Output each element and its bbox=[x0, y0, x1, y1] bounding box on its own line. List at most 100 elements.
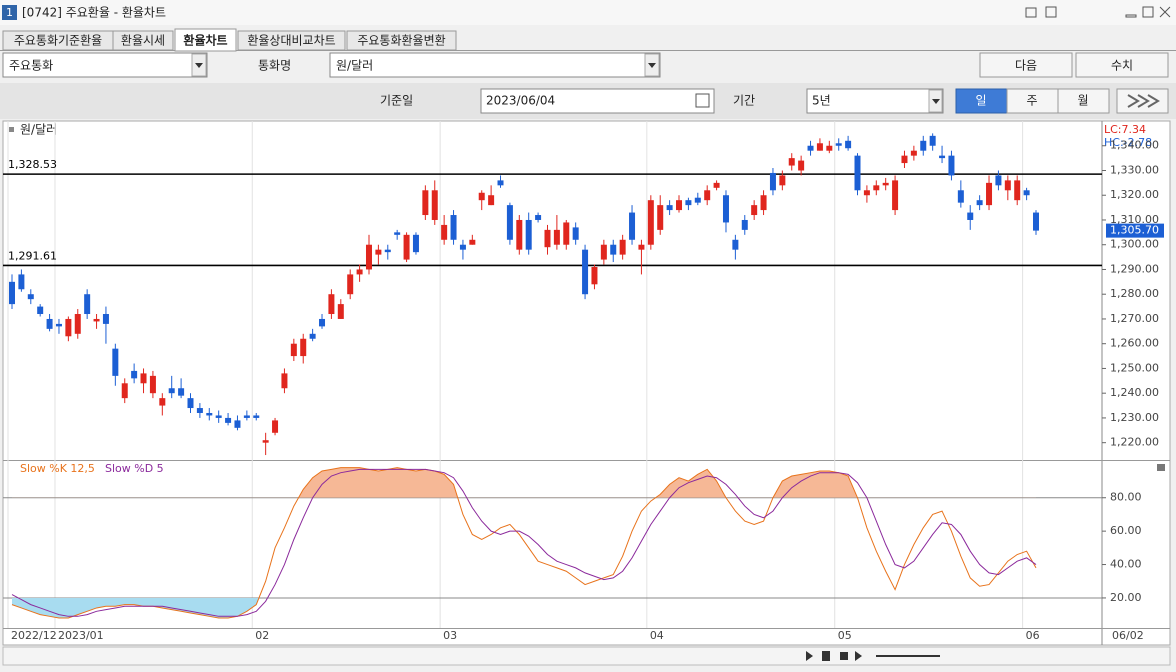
tab[interactable] bbox=[237, 30, 346, 51]
candle-body bbox=[215, 415, 222, 418]
btn-close[interactable] bbox=[1159, 6, 1171, 18]
candle-body bbox=[1023, 190, 1030, 196]
candle-body bbox=[27, 294, 34, 300]
zoom-slider[interactable] bbox=[876, 655, 940, 657]
btn-max[interactable] bbox=[1142, 6, 1154, 18]
candle-body bbox=[65, 318, 72, 337]
scroll-stop[interactable] bbox=[840, 652, 848, 660]
candle-body bbox=[892, 180, 899, 211]
week-label: 주 bbox=[1026, 94, 1037, 108]
oversold-fill bbox=[12, 597, 1036, 618]
candle-body bbox=[779, 175, 786, 186]
currency-select[interactable] bbox=[329, 52, 661, 78]
candle-body bbox=[121, 383, 128, 399]
candle-body bbox=[732, 239, 739, 250]
candle-body bbox=[412, 234, 419, 253]
scroll-last[interactable] bbox=[855, 651, 862, 661]
tab-label: 주요통화기준환율 bbox=[14, 34, 102, 48]
reference-label: 1,291.61 bbox=[8, 249, 57, 262]
tab[interactable] bbox=[112, 30, 174, 51]
candle-body bbox=[253, 415, 260, 418]
values-label: 수치 bbox=[1111, 59, 1133, 73]
y-tick-label: 1,240.00 bbox=[1110, 386, 1159, 399]
week-button[interactable] bbox=[1006, 88, 1059, 114]
candle-body bbox=[835, 143, 842, 146]
panel-icon[interactable] bbox=[1157, 464, 1165, 471]
candle-body bbox=[243, 415, 250, 418]
scroll-buttons[interactable] bbox=[806, 651, 940, 661]
month-button[interactable] bbox=[1057, 88, 1110, 114]
tab[interactable] bbox=[174, 28, 237, 52]
candle-body bbox=[995, 175, 1002, 186]
next-label: 다음 bbox=[1015, 59, 1037, 73]
candle-body bbox=[788, 158, 795, 166]
arrow-icon bbox=[195, 63, 203, 68]
candle-body bbox=[478, 192, 485, 201]
calendar-icon[interactable] bbox=[695, 93, 710, 108]
candle-body bbox=[957, 190, 964, 203]
next-button[interactable] bbox=[979, 52, 1073, 78]
scrollbar[interactable] bbox=[2, 646, 1171, 666]
candle-body bbox=[553, 229, 560, 245]
candle-body bbox=[920, 140, 927, 151]
btn-a[interactable] bbox=[1025, 7, 1037, 18]
candle-body bbox=[365, 244, 372, 270]
candle-body bbox=[347, 274, 354, 295]
x-tick-label: 03 bbox=[443, 629, 457, 642]
y-tick-label: 1,340.00 bbox=[1110, 139, 1159, 152]
candle-body bbox=[431, 190, 438, 220]
tab-label: 환율차트 bbox=[183, 33, 227, 48]
tab[interactable] bbox=[346, 30, 457, 51]
current-price-box bbox=[1106, 223, 1164, 238]
candle-body bbox=[629, 212, 636, 240]
y-tick-label: 20.00 bbox=[1110, 591, 1142, 604]
candle-body bbox=[910, 150, 917, 156]
currency-value: 원/달러 bbox=[336, 59, 373, 73]
candle-body bbox=[225, 417, 232, 423]
values-button[interactable] bbox=[1075, 52, 1169, 78]
candle-body bbox=[873, 185, 880, 191]
candle-body bbox=[375, 249, 382, 255]
candle-body bbox=[666, 205, 673, 211]
scroll-right[interactable] bbox=[806, 651, 813, 661]
candle-body bbox=[901, 155, 908, 164]
title-bar bbox=[0, 0, 1176, 25]
forward-button[interactable] bbox=[1116, 88, 1169, 114]
legend-entry: Slow %D 5 bbox=[105, 462, 164, 475]
candle-body bbox=[403, 234, 410, 260]
candle-body bbox=[506, 205, 513, 240]
candle-body bbox=[1014, 180, 1021, 201]
scroll-first[interactable] bbox=[822, 651, 830, 661]
candle-body bbox=[525, 219, 532, 250]
candle-body bbox=[18, 274, 25, 290]
candle-body bbox=[741, 219, 748, 230]
candle-body bbox=[187, 398, 194, 409]
market-select[interactable] bbox=[2, 52, 208, 78]
date-label: 기준일 bbox=[380, 94, 413, 108]
plot: 2022/12 2023/01 02 03 04 05 06 06/02 1,220.00 1,2… bbox=[3, 121, 1164, 642]
y-tick-label: 1,320.00 bbox=[1110, 188, 1159, 201]
candle-body bbox=[328, 294, 335, 315]
forward-icon bbox=[1127, 94, 1160, 108]
tab-bar: 주요통화기준환율 환율시세 환율차트 환율상대비교차트 주요통화환율변환 bbox=[2, 28, 457, 52]
btn-b[interactable] bbox=[1045, 6, 1057, 18]
candle-body bbox=[384, 249, 391, 253]
window-buttons[interactable] bbox=[1025, 6, 1171, 18]
candle-body bbox=[1033, 212, 1039, 231]
candle-body bbox=[488, 195, 495, 206]
candle-body bbox=[845, 140, 852, 149]
y-tick-label: 1,250.00 bbox=[1110, 361, 1159, 374]
date-input[interactable] bbox=[480, 88, 715, 114]
candle-body bbox=[760, 195, 767, 211]
period-select[interactable] bbox=[806, 88, 944, 114]
x-tick-label: 06 bbox=[1026, 629, 1040, 642]
candle-body bbox=[178, 388, 185, 396]
price-legend: 원/달러 bbox=[20, 123, 57, 137]
btn-min[interactable] bbox=[1125, 14, 1137, 18]
stochastic-line bbox=[11, 467, 1037, 619]
candle-body bbox=[55, 323, 62, 327]
candle-body bbox=[290, 343, 297, 357]
current-price-label: 1,305.70 bbox=[1110, 224, 1159, 237]
candle-body bbox=[112, 348, 119, 376]
